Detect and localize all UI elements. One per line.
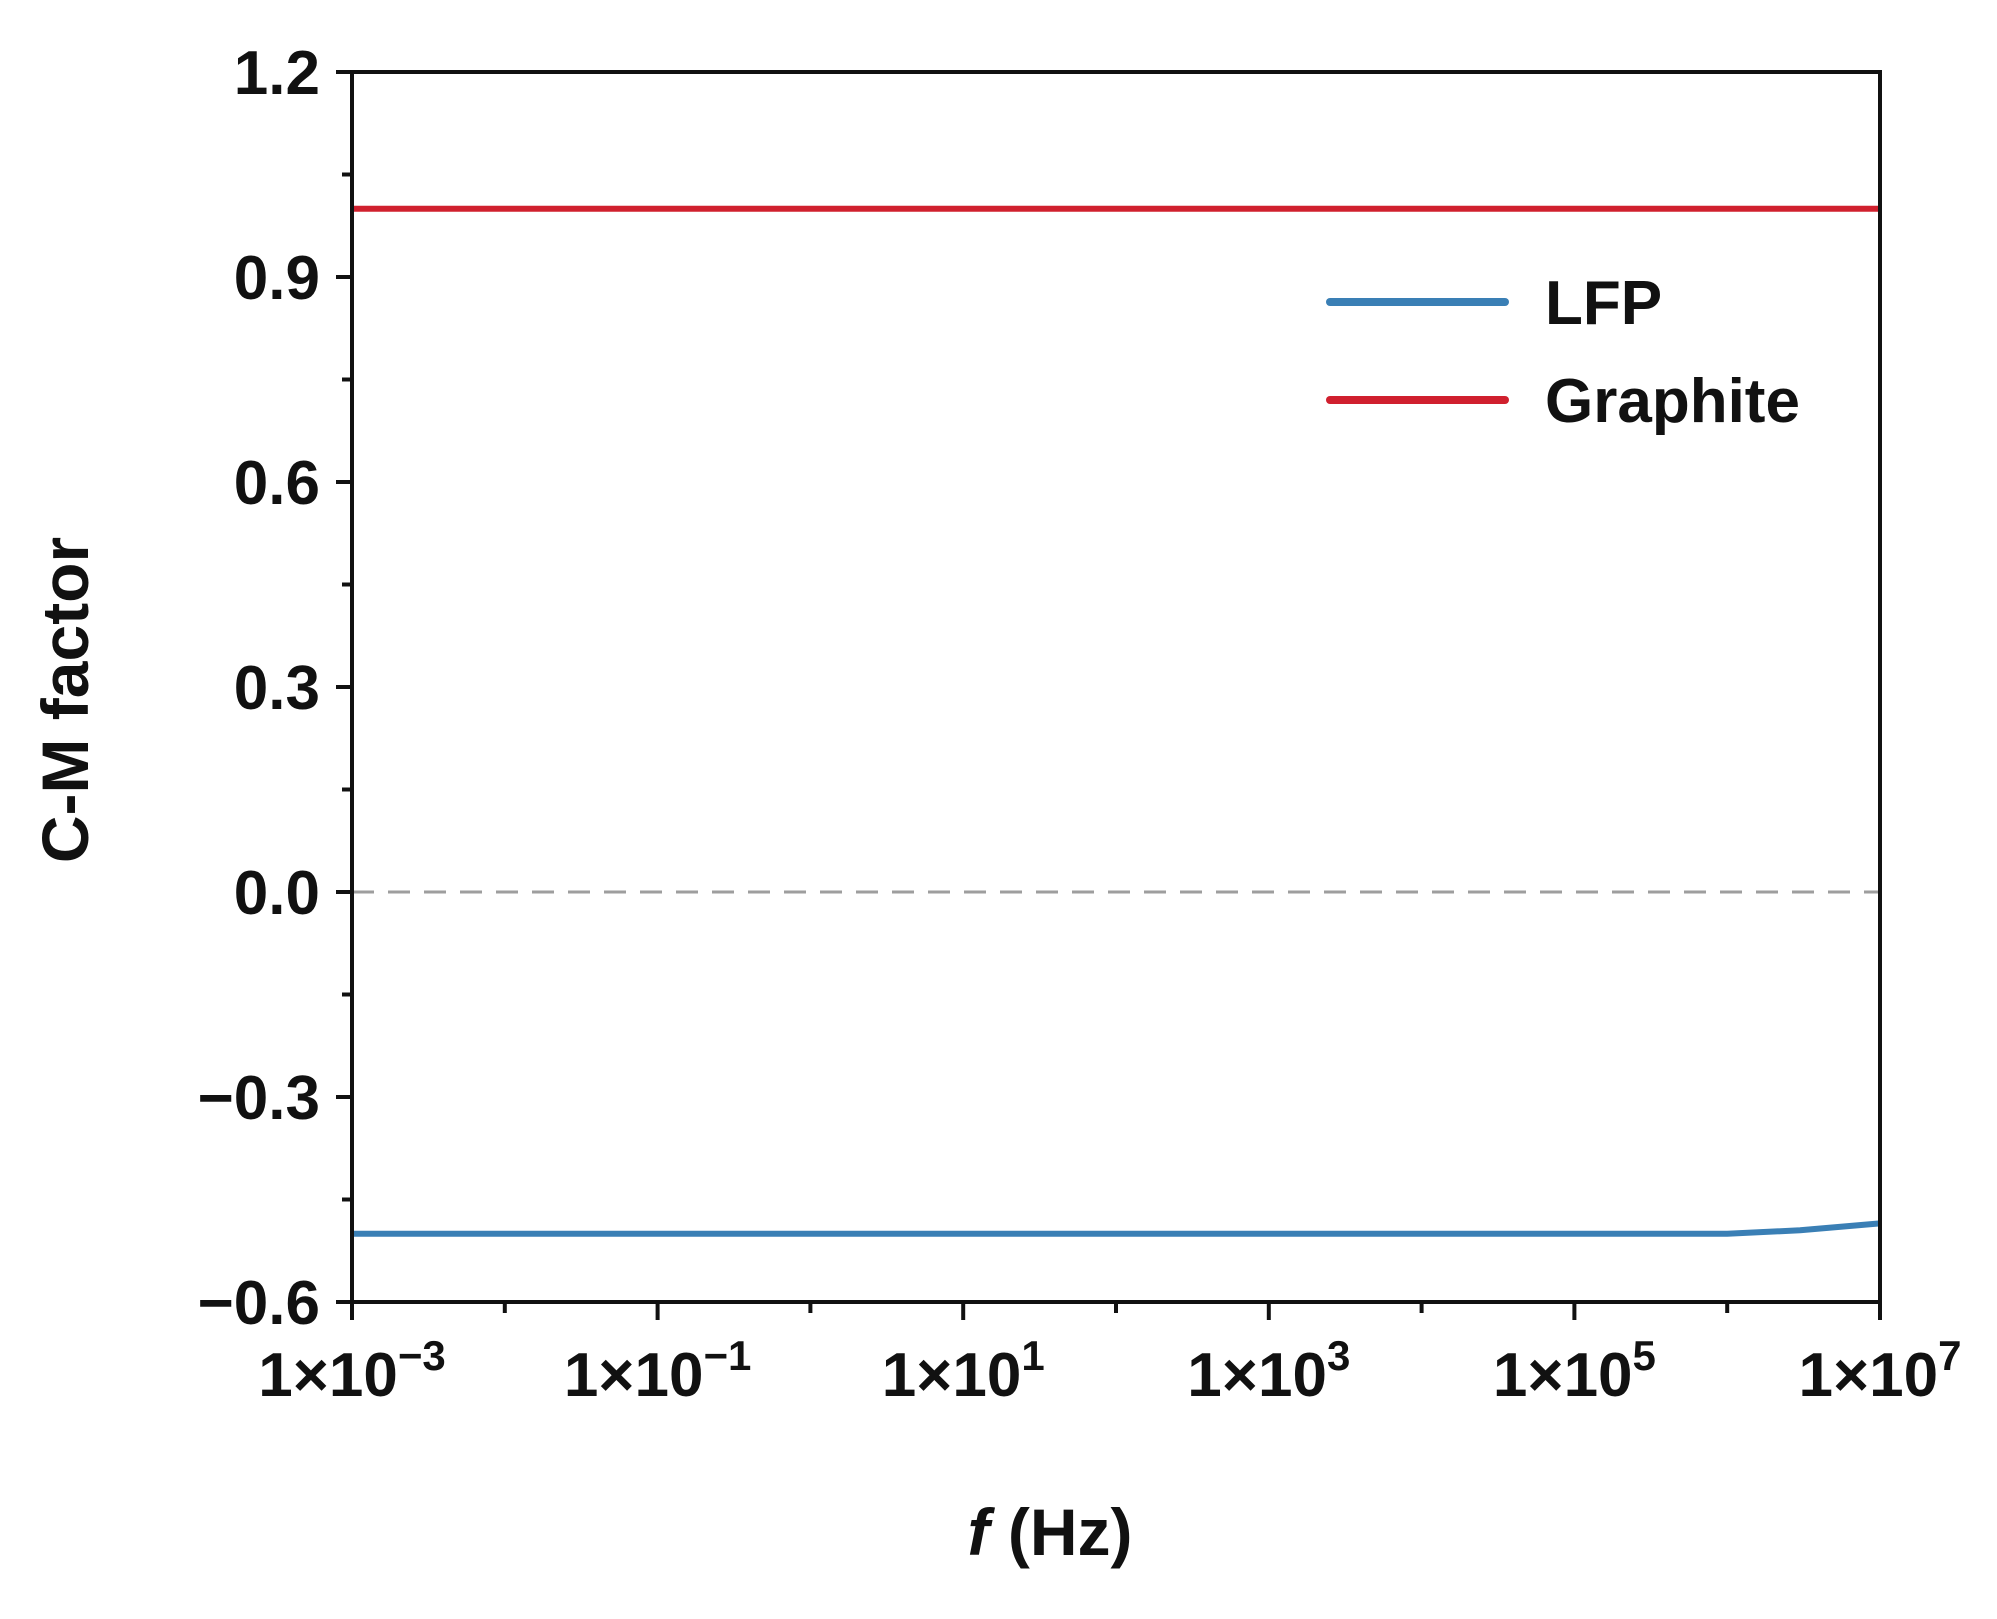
x-tick-label-base: 1×10: [564, 1341, 704, 1410]
x-tick-label: 1×101: [882, 1332, 1045, 1410]
series-line-lfp: [352, 1220, 1881, 1237]
x-tick-label: 1×103: [1187, 1332, 1350, 1410]
y-tick-label: 0.0: [234, 859, 320, 928]
legend-label-graphite: Graphite: [1545, 367, 1800, 436]
y-tick-label: 1.2: [234, 39, 320, 108]
y-axis-title: C-M factor: [28, 537, 102, 863]
x-tick-label: 1×10−1: [564, 1332, 752, 1410]
y-tick-label: 0.6: [234, 449, 320, 518]
x-tick-label-base: 1×10: [1798, 1341, 1938, 1410]
x-tick-label-exponent: −3: [398, 1332, 446, 1379]
x-tick-label: 1×107: [1798, 1332, 1961, 1410]
x-tick-label-exponent: 5: [1633, 1332, 1656, 1379]
x-axis-title: f (Hz): [968, 1495, 1133, 1569]
x-tick-label-base: 1×10: [1187, 1341, 1327, 1410]
y-tick-label: 0.3: [234, 654, 320, 723]
y-tick-label: −0.6: [198, 1269, 320, 1338]
x-tick-label: 1×105: [1493, 1332, 1656, 1410]
x-tick-label-base: 1×10: [258, 1341, 398, 1410]
x-tick-label-base: 1×10: [1493, 1341, 1633, 1410]
x-tick-label-exponent: 1: [1021, 1332, 1044, 1379]
x-tick-label-exponent: −1: [703, 1332, 751, 1379]
x-tick-label-base: 1×10: [882, 1341, 1022, 1410]
legend-label-lfp: LFP: [1545, 269, 1662, 338]
y-tick-label: 0.9: [234, 244, 320, 313]
x-axis-title-unit: (Hz): [990, 1495, 1133, 1569]
legend: LFP Graphite: [1326, 269, 1800, 436]
y-tick-label: −0.3: [198, 1064, 320, 1133]
plot-frame: [350, 70, 1882, 1304]
x-tick-label: 1×10−3: [258, 1332, 446, 1410]
x-tick-label-exponent: 7: [1938, 1332, 1961, 1379]
plot-area: 1.20.90.60.30.0−0.3−0.61×10−3 1×10−1 1×101…: [198, 39, 1962, 1410]
x-tick-label-exponent: 3: [1327, 1332, 1350, 1379]
